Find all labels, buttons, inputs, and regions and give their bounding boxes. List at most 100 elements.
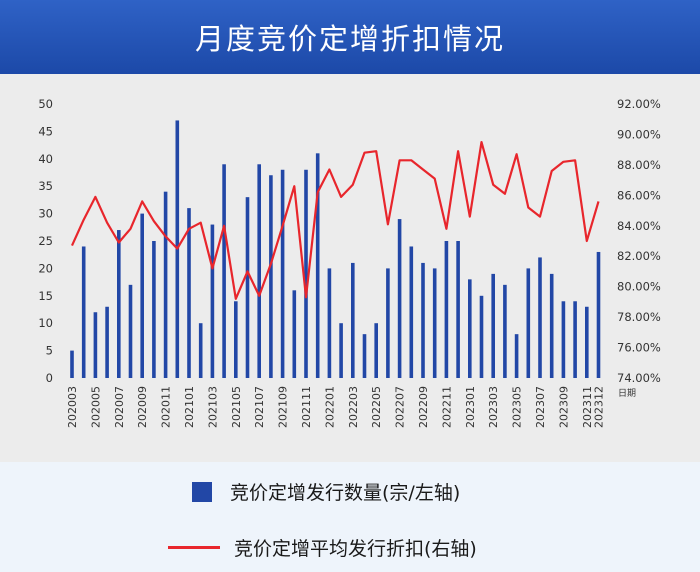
x-axis-ticks: 202003 202005 202007 202009 202011 202101 2021… — [66, 386, 606, 428]
x-tick-label: 202105 — [230, 386, 243, 428]
x-tick-label: 202305 — [511, 386, 524, 428]
bar-202102 — [198, 323, 203, 378]
x-tick-label: 202109 — [277, 386, 290, 428]
bar-202109 — [280, 169, 285, 378]
x-tick-label: 202309 — [557, 386, 570, 428]
legend-label-line: 竞价定增平均发行折扣(右轴) — [234, 538, 477, 560]
x-tick-label: 202211 — [440, 386, 453, 428]
x-tick-label: 202307 — [534, 386, 547, 428]
x-tick-label: 202111 — [300, 386, 313, 428]
x-tick-label: 202311 — [581, 386, 594, 428]
chart-title-banner: 月度竞价定增折扣情况 — [0, 0, 700, 74]
left-tick-label: 10 — [38, 316, 53, 330]
left-tick-label: 25 — [38, 234, 53, 248]
chart-title: 月度竞价定增折扣情况 — [194, 22, 505, 56]
legend: 竞价定增发行数量(宗/左轴) 竞价定增平均发行折扣(右轴) — [0, 462, 700, 572]
legend-label-bars: 竞价定增发行数量(宗/左轴) — [230, 482, 461, 504]
x-tick-label: 202003 — [66, 386, 79, 428]
bar-202304 — [503, 284, 507, 378]
left-tick-label: 35 — [38, 179, 53, 193]
x-tick-label: 202207 — [394, 386, 407, 428]
right-tick-label: 76.00% — [617, 341, 661, 355]
bar-202101 — [187, 208, 191, 378]
right-tick-label: 74.00% — [617, 371, 661, 385]
x-tick-label: 202011 — [160, 386, 173, 428]
right-tick-label: 82.00% — [617, 249, 661, 263]
bar-202203 — [351, 262, 355, 378]
bar-202006 — [105, 306, 109, 378]
bar-202207 — [397, 219, 402, 378]
bar-202307 — [538, 257, 542, 378]
bar-202107 — [257, 164, 261, 378]
bar-202105 — [234, 301, 238, 378]
x-tick-label: 202005 — [89, 386, 102, 428]
right-axis-ticks: 74.00% 76.00% 78.00% 80.00% 82.00% 84.00% 86.0… — [617, 97, 661, 385]
bar-202009 — [140, 213, 144, 378]
bar-202111 — [304, 169, 308, 378]
x-tick-label: 202201 — [323, 386, 336, 428]
bar-202005 — [93, 312, 98, 378]
bar-202310 — [573, 301, 577, 378]
x-tick-label: 202209 — [417, 386, 430, 428]
bar-202003 — [70, 350, 74, 378]
bar-202104 — [222, 164, 226, 378]
x-tick-label: 202303 — [487, 386, 500, 428]
bar-202008 — [128, 284, 133, 378]
right-tick-label: 80.00% — [617, 280, 661, 294]
left-axis-ticks: 0 5 10 15 20 25 30 35 40 45 50 — [38, 97, 53, 385]
right-tick-label: 92.00% — [617, 97, 661, 111]
left-tick-label: 50 — [38, 97, 53, 111]
bar-202211 — [444, 241, 449, 378]
bar-202205 — [374, 323, 378, 378]
legend-item-bars: 竞价定增发行数量(宗/左轴) — [190, 478, 460, 505]
bar-202309 — [561, 301, 566, 378]
bar-202004 — [81, 246, 86, 378]
bar-202011 — [163, 191, 168, 378]
discount-line — [70, 140, 600, 300]
left-tick-label: 15 — [38, 289, 53, 303]
left-tick-label: 40 — [38, 152, 53, 166]
bar-202010 — [152, 241, 156, 378]
left-tick-label: 5 — [46, 344, 53, 358]
x-tick-label: 202101 — [183, 386, 196, 428]
bar-202108 — [269, 175, 273, 378]
bar-202306 — [526, 268, 531, 378]
x-tick-label: 202312 — [593, 386, 606, 428]
bar-202110 — [292, 290, 297, 378]
bar-202106 — [245, 197, 250, 378]
x-tick-label: 202301 — [464, 386, 477, 428]
x-tick-label: 202007 — [113, 386, 126, 428]
legend-bar-swatch — [192, 481, 212, 502]
x-tick-label: 202205 — [370, 386, 383, 428]
bar-202204 — [362, 334, 367, 378]
left-tick-label: 20 — [38, 261, 53, 275]
legend-item-line: 竞价定增平均发行折扣(右轴) — [168, 534, 477, 561]
bar-202202 — [339, 323, 343, 378]
bar-202312 — [596, 251, 601, 378]
bar-202112 — [315, 153, 320, 378]
right-tick-label: 84.00% — [617, 219, 661, 233]
bar-202201 — [327, 268, 332, 378]
plot-background — [0, 74, 700, 462]
bars — [70, 120, 601, 378]
bar-202311 — [585, 306, 589, 378]
bar-202103 — [210, 224, 215, 378]
bar-202212 — [456, 241, 460, 378]
right-tick-label: 78.00% — [617, 310, 661, 324]
right-tick-label: 88.00% — [617, 158, 661, 172]
right-tick-label: 90.00% — [617, 127, 661, 141]
bar-202007 — [117, 230, 121, 378]
chart: 0 5 10 15 20 25 30 35 40 45 50 74.00% 76.00% 78.00% 8… — [38, 97, 661, 428]
x-tick-label: 202009 — [136, 386, 149, 428]
x-tick-label: 202103 — [206, 386, 219, 428]
bar-202302 — [479, 295, 484, 378]
bar-202301 — [468, 279, 472, 378]
bar-202208 — [409, 246, 414, 378]
left-tick-label: 30 — [38, 207, 53, 221]
right-tick-label: 86.00% — [617, 188, 661, 202]
left-tick-label: 45 — [38, 124, 53, 138]
left-tick-label: 0 — [46, 371, 53, 385]
bar-202209 — [421, 262, 425, 378]
discount-line-group — [70, 140, 600, 300]
bar-202303 — [491, 273, 495, 378]
